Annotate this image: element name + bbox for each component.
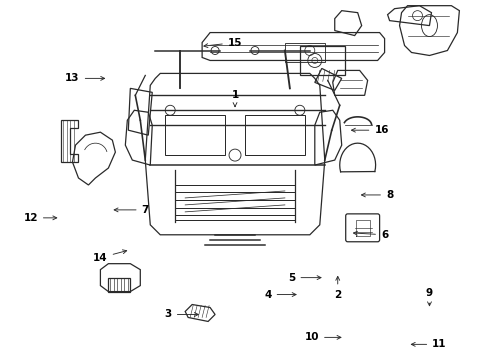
Text: 8: 8 xyxy=(361,190,392,200)
Text: 16: 16 xyxy=(351,125,388,135)
Text: 9: 9 xyxy=(425,288,432,306)
Text: 5: 5 xyxy=(287,273,320,283)
Text: 3: 3 xyxy=(164,310,198,319)
Text: 7: 7 xyxy=(114,205,149,215)
Text: 10: 10 xyxy=(304,332,340,342)
Text: 2: 2 xyxy=(333,276,341,300)
Text: 4: 4 xyxy=(264,289,295,300)
Text: 11: 11 xyxy=(410,339,446,349)
Bar xyxy=(285,42,324,62)
Text: 14: 14 xyxy=(93,250,126,263)
Text: 13: 13 xyxy=(65,73,104,84)
Bar xyxy=(244,115,304,155)
Bar xyxy=(299,45,344,75)
Text: 1: 1 xyxy=(231,90,238,107)
Text: 15: 15 xyxy=(203,37,242,48)
Text: 12: 12 xyxy=(23,213,57,223)
Text: 6: 6 xyxy=(353,230,387,240)
Bar xyxy=(165,115,224,155)
